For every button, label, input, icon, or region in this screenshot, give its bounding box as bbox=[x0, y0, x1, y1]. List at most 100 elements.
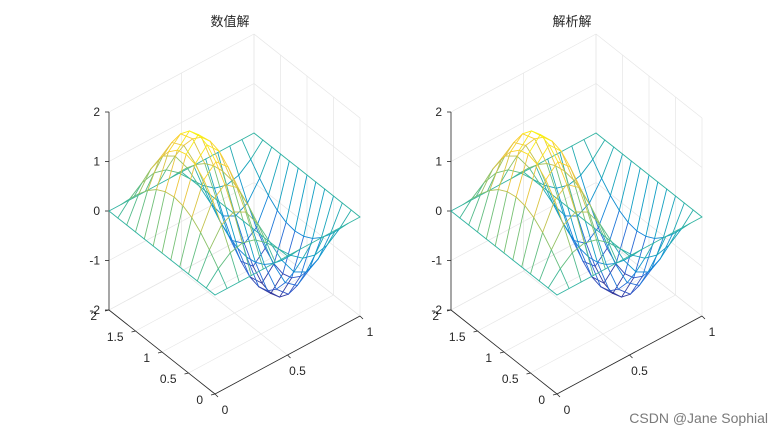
mesh-edge bbox=[596, 261, 610, 292]
mesh-edge bbox=[549, 192, 560, 201]
mesh-edge bbox=[503, 196, 517, 254]
mesh-edge bbox=[624, 230, 638, 275]
mesh-edge bbox=[263, 263, 277, 290]
mesh-edge bbox=[233, 211, 243, 244]
mesh-edge bbox=[680, 209, 694, 230]
mesh-edge bbox=[583, 242, 594, 276]
mesh-edge bbox=[182, 205, 193, 219]
z-tick-label: -1 bbox=[431, 254, 442, 268]
mesh-edge bbox=[320, 195, 334, 238]
mesh-edge bbox=[267, 288, 277, 292]
mesh-edge bbox=[205, 158, 215, 189]
mesh-edge bbox=[287, 285, 298, 295]
gridline-y-floor bbox=[477, 252, 623, 332]
mesh-edge bbox=[615, 263, 626, 275]
mesh-edge bbox=[335, 223, 349, 231]
mesh-edge bbox=[196, 280, 207, 289]
mesh-edge bbox=[161, 252, 172, 261]
mesh-edge bbox=[593, 227, 604, 236]
mesh-edge bbox=[510, 149, 520, 153]
mesh-edge bbox=[450, 210, 461, 219]
mesh-edge bbox=[617, 288, 631, 295]
mesh-edge bbox=[273, 221, 287, 265]
mesh-edge bbox=[229, 252, 240, 283]
mesh-edge bbox=[314, 244, 328, 256]
mesh-edge bbox=[507, 155, 518, 171]
mesh-edge bbox=[560, 150, 571, 168]
mesh-edge bbox=[564, 215, 575, 242]
mesh-edge bbox=[468, 193, 482, 226]
mesh-edge bbox=[530, 232, 544, 275]
gridline-y-floor bbox=[188, 294, 334, 374]
mesh-edge bbox=[492, 157, 503, 170]
mesh-edge bbox=[689, 216, 703, 224]
mesh-edge bbox=[276, 160, 290, 211]
mesh-edge bbox=[117, 217, 128, 226]
mesh-edge bbox=[633, 275, 643, 279]
mesh-edge bbox=[138, 190, 149, 195]
mesh-edge bbox=[285, 167, 299, 223]
mesh-edge bbox=[174, 155, 188, 169]
mesh-edge bbox=[596, 239, 606, 270]
mesh-edge bbox=[524, 205, 535, 219]
mesh-edge bbox=[525, 138, 536, 146]
mesh-edge bbox=[287, 249, 301, 257]
mesh-edge bbox=[226, 281, 240, 289]
mesh-edge bbox=[260, 234, 271, 243]
mesh-edge bbox=[338, 209, 352, 230]
mesh-edge bbox=[531, 178, 542, 187]
mesh-edge bbox=[278, 248, 288, 257]
mesh-edge bbox=[152, 245, 163, 254]
mesh-edge bbox=[609, 288, 619, 292]
mesh-edge bbox=[324, 188, 334, 197]
mesh-edge bbox=[497, 151, 511, 191]
mesh-edge bbox=[246, 256, 256, 263]
mesh-edge bbox=[173, 196, 184, 207]
mesh-edge bbox=[641, 242, 655, 250]
mesh-edge bbox=[538, 249, 552, 282]
mesh-edge bbox=[559, 252, 573, 270]
mesh-edge bbox=[257, 223, 271, 243]
mesh-edge bbox=[589, 177, 603, 204]
mesh-edge bbox=[306, 174, 317, 183]
mesh-edge bbox=[594, 265, 605, 284]
mesh-edge bbox=[614, 263, 628, 284]
mesh-edge bbox=[314, 236, 325, 256]
mesh-edge bbox=[221, 224, 231, 254]
mesh-edge bbox=[207, 192, 218, 201]
mesh-edge bbox=[498, 178, 512, 186]
x-tick-mark bbox=[556, 393, 561, 398]
mesh-edge bbox=[294, 230, 305, 237]
mesh-edge bbox=[510, 172, 521, 179]
mesh-edge bbox=[485, 189, 499, 240]
mesh-edge bbox=[605, 263, 616, 265]
mesh-edge bbox=[164, 149, 178, 193]
z-tick-label: 1 bbox=[435, 155, 442, 169]
y-tick-label: 0.5 bbox=[502, 372, 519, 386]
mesh-edge bbox=[657, 181, 668, 190]
y-tick-label: 0.5 bbox=[160, 372, 177, 386]
mesh-edge bbox=[519, 167, 530, 174]
mesh-edge bbox=[538, 280, 549, 289]
mesh-edge bbox=[262, 139, 273, 148]
mesh-edge bbox=[153, 169, 167, 174]
mesh-edge bbox=[135, 231, 145, 240]
mesh-edge bbox=[571, 139, 585, 147]
mesh-edge bbox=[218, 150, 229, 168]
mesh-edge bbox=[261, 263, 275, 284]
mesh-edge bbox=[602, 234, 616, 264]
mesh-edge bbox=[556, 288, 570, 296]
mesh-edge bbox=[559, 268, 570, 289]
subplot-title: 解析解 bbox=[552, 15, 591, 30]
gridline-y-floor bbox=[108, 231, 255, 311]
mesh-edge bbox=[534, 138, 548, 165]
mesh-edge bbox=[656, 236, 667, 256]
mesh-edge bbox=[512, 205, 526, 261]
mesh-edge bbox=[186, 167, 200, 187]
gridline-y-floor bbox=[135, 252, 281, 332]
mesh-edge bbox=[179, 217, 193, 268]
mesh-edge bbox=[609, 195, 620, 211]
mesh-edge bbox=[480, 168, 494, 195]
mesh-edge bbox=[462, 198, 473, 205]
